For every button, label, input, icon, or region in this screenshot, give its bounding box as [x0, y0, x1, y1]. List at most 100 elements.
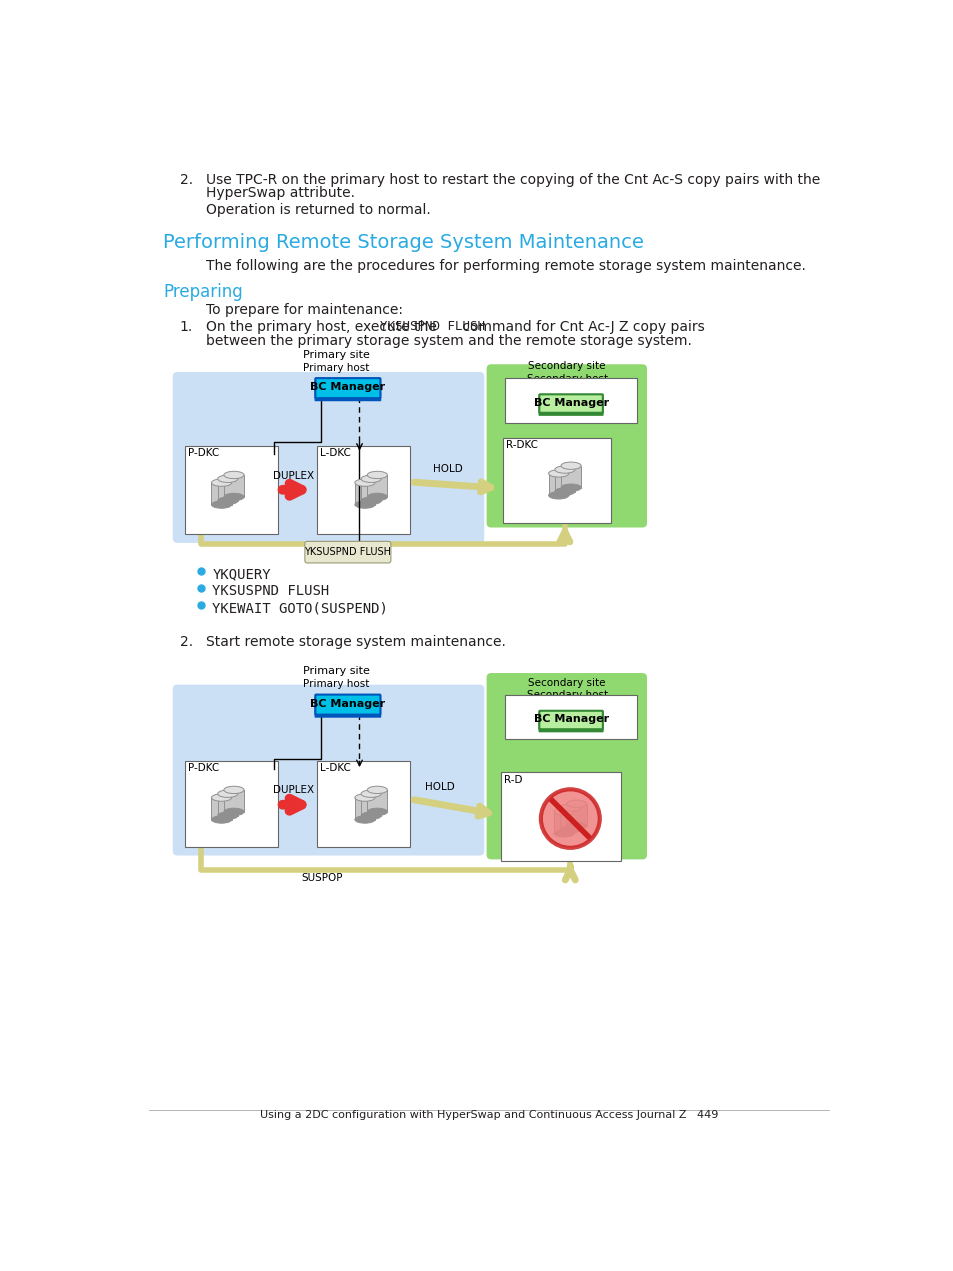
- Text: The following are the procedures for performing remote storage system maintenanc: The following are the procedures for per…: [206, 259, 805, 273]
- Text: Primary site: Primary site: [302, 666, 370, 676]
- Ellipse shape: [355, 479, 375, 487]
- FancyBboxPatch shape: [172, 372, 484, 543]
- Bar: [316, 761, 410, 846]
- Ellipse shape: [548, 492, 568, 500]
- Text: HOLD: HOLD: [425, 782, 455, 792]
- Text: P-DKC: P-DKC: [188, 763, 219, 773]
- Text: Performing Remote Storage System Maintenance: Performing Remote Storage System Mainten…: [163, 233, 643, 252]
- Bar: [367, 789, 387, 812]
- Text: 2.: 2.: [179, 173, 193, 187]
- Ellipse shape: [224, 472, 244, 479]
- Text: YKQUERY: YKQUERY: [212, 568, 271, 582]
- FancyBboxPatch shape: [537, 712, 603, 732]
- Text: Operation is returned to normal.: Operation is returned to normal.: [206, 203, 431, 217]
- Bar: [505, 379, 637, 423]
- Ellipse shape: [212, 816, 232, 824]
- Text: Secondary site: Secondary site: [528, 677, 605, 688]
- Text: HyperSwap attribute.: HyperSwap attribute.: [206, 187, 355, 201]
- Bar: [316, 446, 410, 534]
- Bar: [355, 483, 375, 505]
- Bar: [500, 773, 620, 860]
- Ellipse shape: [212, 794, 232, 801]
- Bar: [217, 479, 237, 501]
- Text: DUPLEX: DUPLEX: [273, 785, 314, 796]
- Text: Primary host: Primary host: [303, 679, 369, 689]
- Ellipse shape: [224, 493, 244, 501]
- Ellipse shape: [217, 475, 237, 483]
- Bar: [224, 475, 244, 497]
- Bar: [559, 807, 579, 830]
- Ellipse shape: [367, 472, 387, 479]
- Bar: [502, 438, 611, 522]
- Bar: [560, 465, 580, 488]
- Bar: [555, 469, 575, 492]
- Ellipse shape: [355, 794, 375, 801]
- Text: YKSUSPND FLUSH: YKSUSPND FLUSH: [304, 547, 391, 557]
- Text: DUPLEX: DUPLEX: [273, 470, 314, 480]
- FancyBboxPatch shape: [315, 379, 380, 398]
- Text: YKSUSPND FLUSH: YKSUSPND FLUSH: [380, 320, 485, 333]
- Ellipse shape: [554, 830, 574, 838]
- Circle shape: [540, 789, 599, 848]
- Ellipse shape: [555, 488, 575, 496]
- Ellipse shape: [360, 475, 381, 483]
- Text: Use TPC-R on the primary host to restart the copying of the Cnt Ac-S copy pairs : Use TPC-R on the primary host to restart…: [206, 173, 820, 187]
- Ellipse shape: [559, 826, 579, 834]
- Ellipse shape: [367, 493, 387, 501]
- Bar: [355, 798, 375, 820]
- Text: 1.: 1.: [179, 320, 193, 334]
- Bar: [554, 811, 574, 834]
- Bar: [185, 446, 278, 534]
- Ellipse shape: [360, 791, 381, 797]
- Text: Secondary site: Secondary site: [528, 361, 605, 371]
- Ellipse shape: [367, 808, 387, 816]
- Text: Preparing: Preparing: [163, 282, 243, 301]
- Text: Secondary host: Secondary host: [526, 374, 607, 384]
- Text: L-DKC: L-DKC: [319, 449, 351, 459]
- Ellipse shape: [555, 466, 575, 473]
- Text: P-DKC: P-DKC: [188, 449, 219, 459]
- Ellipse shape: [224, 787, 244, 793]
- FancyBboxPatch shape: [537, 395, 603, 416]
- Text: Primary site: Primary site: [302, 350, 370, 360]
- Text: R-D: R-D: [503, 775, 521, 784]
- Bar: [217, 793, 237, 816]
- Text: Start remote storage system maintenance.: Start remote storage system maintenance.: [206, 636, 505, 649]
- FancyBboxPatch shape: [538, 710, 602, 730]
- Text: YKSUSPND FLUSH: YKSUSPND FLUSH: [212, 585, 329, 599]
- Text: BC Manager: BC Manager: [533, 398, 608, 408]
- Text: Secondary host: Secondary host: [526, 690, 607, 700]
- Ellipse shape: [360, 812, 381, 820]
- Ellipse shape: [367, 787, 387, 793]
- Bar: [548, 473, 568, 496]
- Ellipse shape: [355, 501, 375, 508]
- Text: YKEWAIT GOTO(SUSPEND): YKEWAIT GOTO(SUSPEND): [212, 601, 388, 615]
- Ellipse shape: [355, 816, 375, 824]
- Text: R-DKC: R-DKC: [505, 441, 537, 450]
- Ellipse shape: [566, 799, 586, 807]
- FancyBboxPatch shape: [314, 697, 381, 718]
- Bar: [224, 789, 244, 812]
- Bar: [360, 479, 381, 501]
- Bar: [566, 803, 586, 826]
- Ellipse shape: [212, 479, 232, 487]
- Text: L-DKC: L-DKC: [319, 763, 351, 773]
- Bar: [505, 694, 637, 740]
- Text: To prepare for maintenance:: To prepare for maintenance:: [206, 304, 402, 318]
- Text: BC Manager: BC Manager: [310, 699, 385, 709]
- Ellipse shape: [560, 484, 580, 492]
- Text: command for Cnt Ac-J Z copy pairs: command for Cnt Ac-J Z copy pairs: [457, 320, 704, 334]
- Text: Primary host: Primary host: [303, 362, 369, 372]
- FancyBboxPatch shape: [172, 685, 484, 855]
- Text: 2.: 2.: [179, 636, 193, 649]
- FancyBboxPatch shape: [538, 394, 602, 413]
- Text: between the primary storage system and the remote storage system.: between the primary storage system and t…: [206, 334, 691, 348]
- Ellipse shape: [217, 812, 237, 820]
- FancyBboxPatch shape: [486, 674, 646, 859]
- Ellipse shape: [548, 470, 568, 477]
- Text: BC Manager: BC Manager: [533, 714, 608, 724]
- Bar: [185, 761, 278, 846]
- Ellipse shape: [217, 791, 237, 797]
- Ellipse shape: [212, 501, 232, 508]
- Text: BC Manager: BC Manager: [310, 383, 385, 393]
